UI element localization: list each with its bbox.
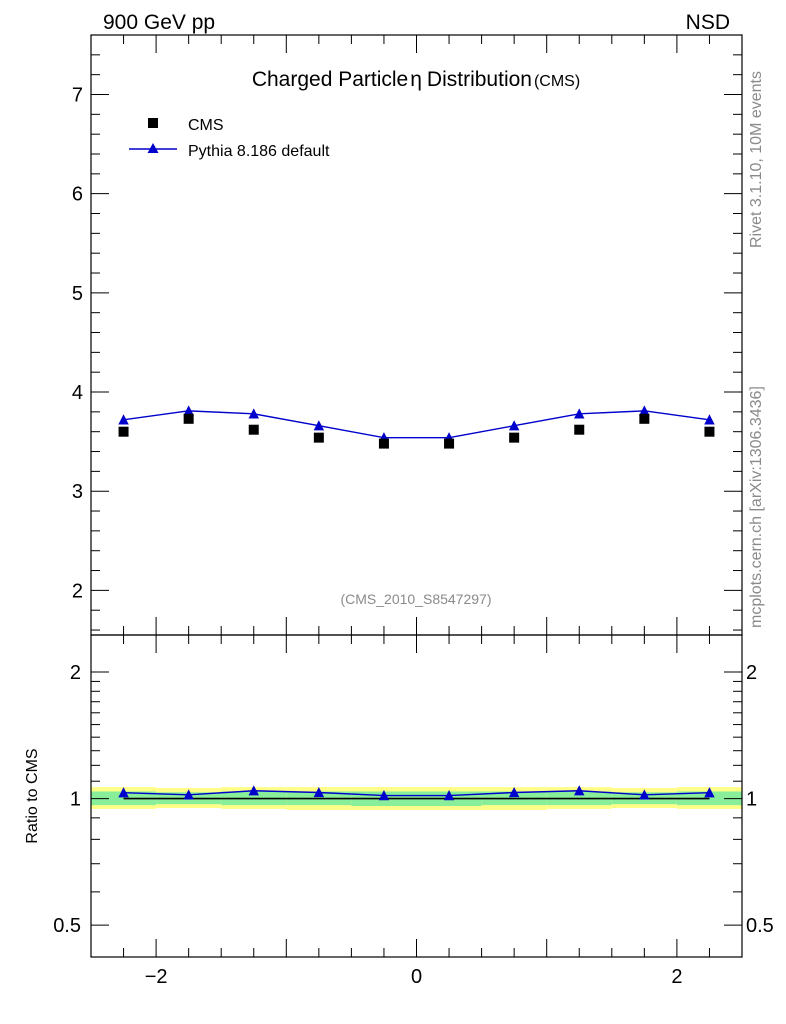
ratio-y-tick-label-left: 1	[70, 789, 81, 811]
main-plot-ticks: 2 3 4 5 6 7	[72, 34, 743, 635]
mcplots-label: mcplots.cern.ch [arXiv:1306.3436]	[748, 386, 765, 628]
ratio-y-tick-label-left: 2	[70, 662, 81, 684]
pythia-series	[118, 405, 715, 443]
y-tick-label: 3	[72, 481, 83, 503]
pythia-point	[183, 405, 194, 416]
cms-point	[183, 413, 194, 424]
plot-title: Charged Particleη Distribution (CMS)	[252, 68, 580, 91]
ratio-ylabel: Ratio to CMS	[24, 748, 41, 843]
ratio-pythia-line	[123, 790, 710, 797]
ratio-plot-ticks: 0.5 0.5 1 1 2 2 −2 0 2	[53, 635, 774, 988]
legend-pythia-label: Pythia 8.186 default	[188, 143, 330, 160]
energy-label: 900 GeV pp	[103, 11, 215, 34]
cms-point	[704, 426, 715, 437]
cms-point	[118, 426, 129, 437]
y-tick-label: 6	[72, 184, 83, 206]
main-plot-panel: 2 3 4 5 6 7 Charged Particleη Distribution (CMS…	[72, 34, 743, 636]
x-tick-label: 2	[671, 966, 682, 988]
pythia-point	[248, 408, 259, 419]
cms-series	[118, 413, 715, 449]
ratio-y-tick-label-right: 1	[746, 789, 757, 811]
cms-point	[639, 413, 650, 424]
x-tick-label: −2	[145, 966, 168, 988]
ratio-y-tick-label-right: 0.5	[746, 915, 774, 937]
ratio-y-tick-label-right: 2	[746, 662, 757, 684]
ratio-pythia-point	[313, 787, 325, 798]
pythia-point	[118, 414, 129, 425]
y-tick-label: 2	[72, 580, 83, 602]
ratio-pythia-point	[574, 785, 585, 796]
ratio-pythia-point	[704, 787, 715, 798]
cms-point	[574, 424, 585, 435]
legend: CMS Pythia 8.186 default	[129, 117, 330, 160]
ratio-pythia-point	[183, 789, 194, 800]
legend-pythia-marker	[147, 143, 159, 153]
legend-cms-marker	[148, 118, 158, 128]
y-tick-label: 5	[72, 283, 83, 305]
ratio-pythia-point	[508, 787, 520, 798]
cms-point	[248, 424, 259, 435]
pythia-point	[574, 408, 585, 419]
pythia-point	[508, 420, 520, 431]
pythia-point	[313, 420, 325, 431]
cms-point	[509, 432, 520, 443]
ratio-pythia-point	[118, 787, 129, 798]
process-label: NSD	[686, 11, 730, 34]
ratio-y-tick-label-left: 0.5	[53, 915, 81, 937]
y-tick-label: 4	[72, 382, 83, 404]
ratio-pythia-point	[378, 790, 390, 801]
cms-point	[378, 438, 389, 449]
legend-cms-label: CMS	[188, 117, 224, 134]
ratio-plot-panel: 0.5 0.5 1 1 2 2 −2 0 2 Ratio to CMS	[24, 634, 774, 988]
y-tick-label: 7	[72, 85, 83, 107]
ratio-pythia-series	[118, 785, 715, 801]
ratio-pythia-point	[443, 790, 455, 801]
analysis-id: (CMS_2010_S8547297)	[341, 591, 492, 607]
pythia-point	[704, 414, 715, 425]
rivet-label: Rivet 3.1.10, 10M events	[748, 71, 765, 248]
x-tick-label: 0	[411, 966, 422, 988]
ratio-pythia-point	[639, 789, 650, 800]
cms-point	[444, 438, 455, 449]
pythia-point	[639, 405, 650, 416]
pythia-line	[123, 410, 710, 439]
cms-point	[313, 432, 324, 443]
ratio-plot-frame	[90, 634, 743, 958]
ratio-pythia-point	[248, 785, 259, 796]
